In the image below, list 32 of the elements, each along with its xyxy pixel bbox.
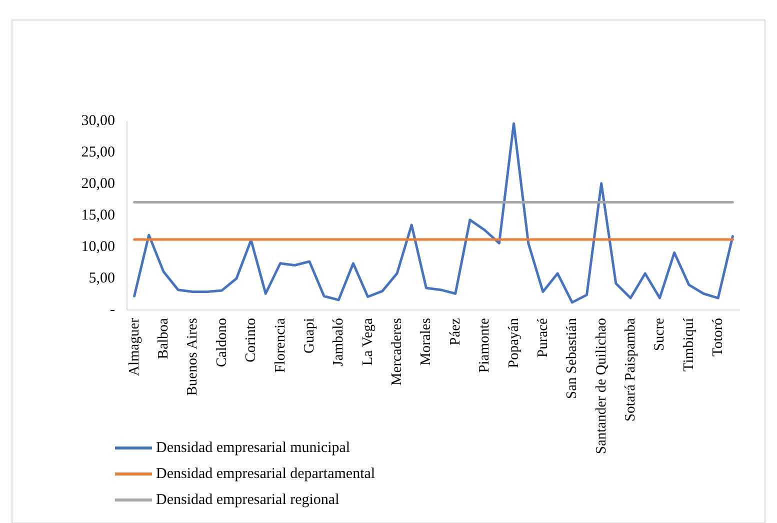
x-tick-label: Florencia <box>272 317 288 373</box>
x-tick-label: Mercaderes <box>389 318 406 386</box>
y-tick-label: - <box>110 302 115 318</box>
y-tick-label: 5,00 <box>88 270 115 286</box>
x-tick-label: Santander de Quilichao <box>593 318 610 454</box>
x-tick-label: Puracé <box>534 318 551 358</box>
x-tick-label: Totoró <box>710 318 726 356</box>
x-tick-label: Balboa <box>155 317 172 360</box>
x-tick-label: La Vega <box>360 317 376 366</box>
x-tick-label: Caldono <box>214 318 230 368</box>
x-tick-label: Morales <box>418 318 434 366</box>
line-series <box>133 122 734 304</box>
x-tick-label: San Sebastián <box>564 317 580 399</box>
y-tick-label: 10,00 <box>81 239 115 255</box>
x-tick-label: Sucre <box>652 318 668 352</box>
legend-label: Densidad empresarial regional <box>156 492 340 508</box>
y-tick-label: 20,00 <box>81 176 115 192</box>
y-tick-label: 25,00 <box>81 144 115 160</box>
x-tick-label: Jambaló <box>330 318 347 366</box>
x-tick-label: Buenos Aires <box>184 318 201 396</box>
x-tick-label: Guapi <box>301 318 318 354</box>
x-tick-label: Timbiquí <box>680 318 697 372</box>
x-tick-label: Sotará Paispamba <box>622 317 639 422</box>
legend-label: Densidad empresarial municipal <box>156 440 350 456</box>
x-tick-label: Páez <box>447 317 464 346</box>
y-tick-label: 15,00 <box>81 208 115 224</box>
x-tick-label: Popayán <box>506 317 522 368</box>
x-tick-label: Corinto <box>243 318 260 362</box>
legend-label: Densidad empresarial departamental <box>156 466 376 482</box>
x-tick-label: Almaguer <box>126 318 142 376</box>
x-tick-label: Piamonte <box>476 318 493 373</box>
y-tick-label: 30,00 <box>81 113 115 129</box>
